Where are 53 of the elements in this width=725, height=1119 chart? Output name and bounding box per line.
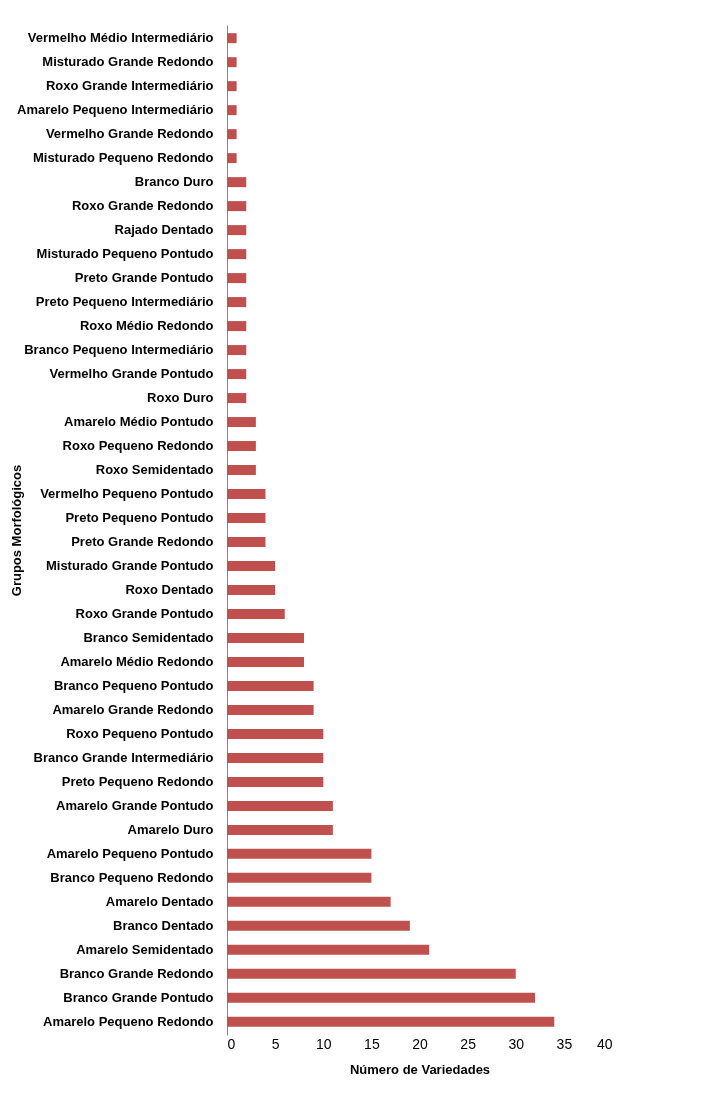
y-tick-label: Branco Pequeno Pontudo [53, 677, 214, 693]
y-tick-label: Preto Pequeno Pontudo [65, 510, 214, 525]
y-tick-label: Roxo Semidentado [95, 462, 214, 478]
x-tick-label: 30 [508, 1035, 525, 1052]
y-tick-label: Amarelo Médio Redondo [60, 653, 214, 669]
y-tick-label: Roxo Médio Redondo [79, 318, 214, 334]
y-tick-label: Preto Pequeno Redondo [61, 773, 214, 789]
y-tick-label: Preto Pequeno Intermediário [35, 294, 214, 310]
y-tick-label: Amarelo Pequeno Intermediário [17, 102, 214, 118]
y-tick-label: Roxo Dentado [125, 581, 214, 597]
y-tick-label: Amarelo Grande Redondo [52, 701, 214, 717]
y-tick-label: Roxo Grande Redondo [71, 198, 214, 214]
x-tick-label: 35 [556, 1035, 573, 1052]
y-tick-label: Branco Pequeno Intermediário [24, 342, 214, 358]
x-tick-label: 0 [227, 1035, 236, 1052]
y-tick-label: Preto Grande Redondo [71, 534, 214, 549]
y-tick-label: Amarelo Pequeno Pontudo [46, 845, 214, 861]
y-tick-label: Misturado Grande Pontudo [45, 557, 214, 573]
y-tick-label: Roxo Grande Intermediário [45, 78, 214, 94]
y-tick-label: Roxo Grande Pontudo [75, 605, 214, 621]
y-tick-label: Amarelo Semidentado [76, 941, 214, 957]
y-tick-label: Misturado Pequeno Pontudo [36, 246, 214, 262]
y-tick-label: Vermelho Grande Redondo [45, 126, 214, 142]
x-tick-label: 10 [315, 1035, 332, 1052]
y-tick-label: Misturado Grande Redondo [42, 54, 214, 70]
y-tick-label: Preto Grande Pontudo [74, 270, 214, 286]
y-tick-label: Roxo Pequeno Redondo [62, 438, 214, 454]
y-tick-label: Rajado Dentado [114, 222, 214, 238]
y-tick-label: Amarelo Médio Pontudo [64, 414, 214, 430]
y-tick-label: Branco Pequeno Redondo [50, 869, 214, 885]
y-axis-title: Grupos Morfológicos [8, 464, 24, 597]
y-tick-label: Amarelo Dentado [105, 893, 214, 909]
y-tick-label: Roxo Pequeno Pontudo [66, 725, 214, 741]
x-tick-label: 40 [596, 1035, 613, 1052]
y-tick-label: Vermelho Médio Intermediário [27, 30, 214, 46]
y-tick-label: Roxo Duro [147, 390, 214, 406]
x-tick-label: 5 [271, 1035, 280, 1052]
y-tick-label: Amarelo Grande Pontudo [56, 797, 214, 813]
y-tick-label: Branco Dentado [113, 917, 214, 933]
y-tick-label: Branco Grande Pontudo [63, 989, 214, 1005]
y-tick-label: Branco Grande Intermediário [33, 749, 214, 765]
y-tick-label: Branco Duro [134, 174, 214, 190]
y-tick-label: Vermelho Grande Pontudo [49, 366, 214, 382]
x-tick-label: 15 [364, 1035, 380, 1052]
y-tick-label: Amarelo Pequeno Redondo [43, 1013, 214, 1029]
y-tick-label: Vermelho Pequeno Pontudo [40, 486, 214, 502]
x-tick-label: 20 [412, 1035, 428, 1052]
x-axis-title: Número de Variedades [349, 1061, 491, 1077]
y-tick-label: Branco Semidentado [83, 629, 214, 645]
y-tick-label: Branco Grande Redondo [59, 965, 214, 981]
y-tick-label: Amarelo Duro [127, 821, 214, 837]
x-tick-label: 25 [460, 1035, 477, 1052]
y-tick-label: Misturado Pequeno Redondo [32, 150, 214, 166]
